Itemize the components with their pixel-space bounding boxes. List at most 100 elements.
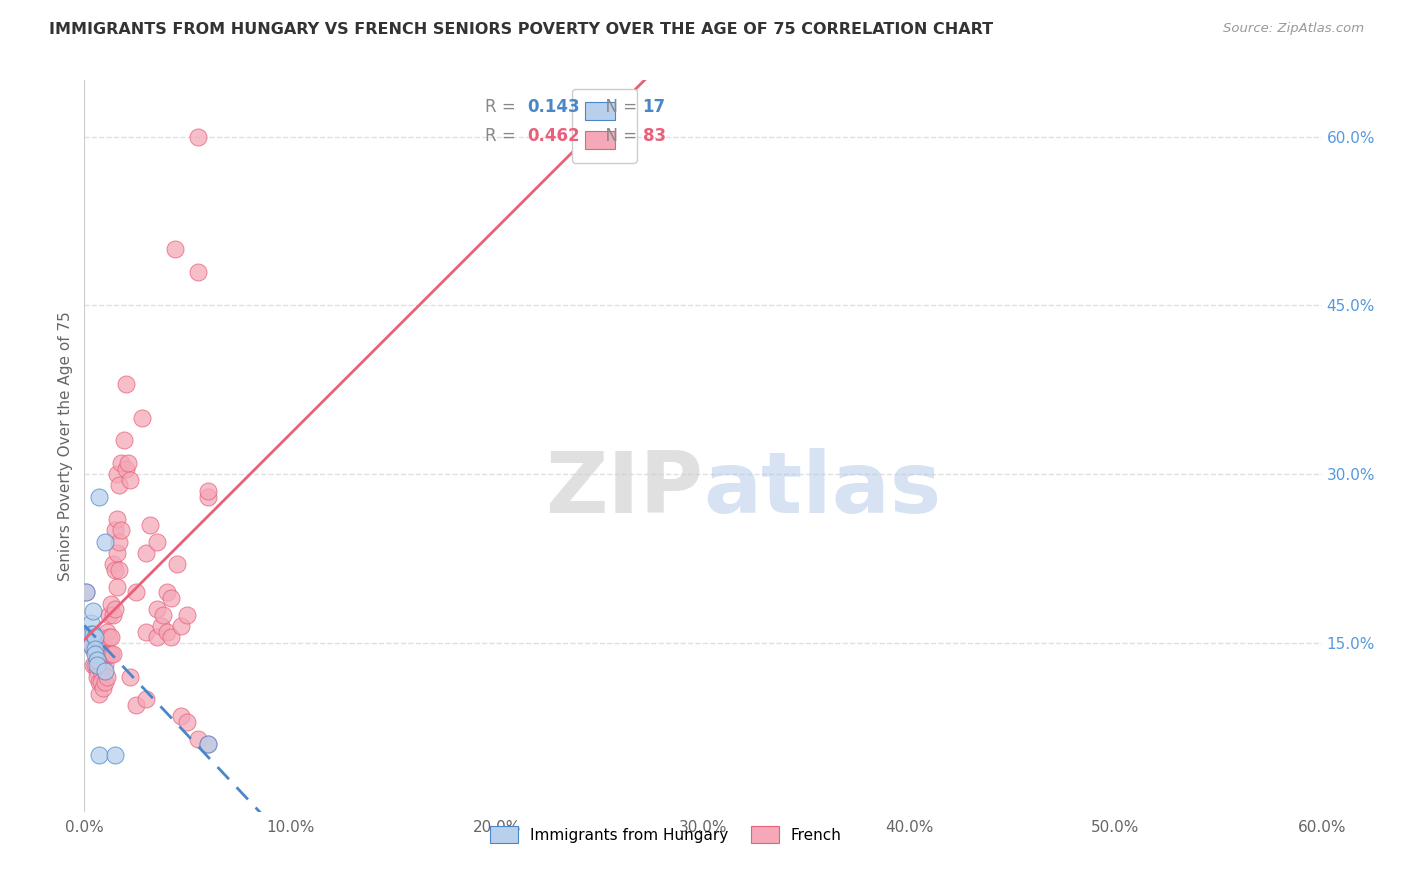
- Point: [83, 641, 105, 656]
- Point: [82, 658, 104, 673]
- Point: [87, 630, 110, 644]
- Text: R =: R =: [485, 98, 522, 116]
- Point: [87, 490, 110, 504]
- Point: [87, 687, 110, 701]
- Point: [135, 624, 157, 639]
- Text: 0.462: 0.462: [527, 127, 579, 145]
- Point: [197, 737, 219, 751]
- Point: [96, 624, 118, 639]
- Point: [103, 557, 125, 571]
- Point: [104, 602, 127, 616]
- Point: [75, 585, 97, 599]
- Text: Source: ZipAtlas.com: Source: ZipAtlas.com: [1223, 22, 1364, 36]
- Point: [87, 748, 110, 763]
- Point: [187, 129, 209, 144]
- Point: [83, 630, 105, 644]
- Point: [197, 490, 219, 504]
- Point: [108, 534, 131, 549]
- Point: [108, 478, 131, 492]
- Point: [86, 653, 108, 667]
- Point: [105, 546, 128, 560]
- Point: [125, 585, 148, 599]
- Point: [114, 377, 136, 392]
- Text: N =: N =: [595, 127, 643, 145]
- Point: [94, 675, 117, 690]
- Point: [98, 630, 121, 644]
- Point: [94, 641, 117, 656]
- Point: [156, 585, 179, 599]
- Legend: Immigrants from Hungary, French: Immigrants from Hungary, French: [478, 814, 853, 855]
- Point: [100, 647, 122, 661]
- Point: [197, 737, 219, 751]
- Text: R =: R =: [485, 127, 522, 145]
- Point: [170, 709, 193, 723]
- Point: [82, 604, 104, 618]
- Text: 17: 17: [643, 98, 665, 116]
- Point: [83, 647, 105, 661]
- Point: [94, 658, 117, 673]
- Text: 83: 83: [643, 127, 665, 145]
- Point: [91, 681, 114, 695]
- Point: [91, 636, 114, 650]
- Point: [112, 434, 135, 448]
- Point: [187, 264, 209, 278]
- Point: [86, 664, 108, 678]
- Point: [98, 607, 121, 622]
- Point: [105, 467, 128, 482]
- Point: [103, 647, 125, 661]
- Point: [96, 647, 118, 661]
- Point: [103, 607, 125, 622]
- Point: [75, 585, 97, 599]
- Point: [176, 607, 198, 622]
- Point: [152, 607, 174, 622]
- Point: [104, 748, 127, 763]
- Text: N =: N =: [595, 98, 643, 116]
- Point: [135, 692, 157, 706]
- Point: [87, 653, 110, 667]
- Point: [105, 580, 128, 594]
- Point: [90, 664, 112, 678]
- Point: [108, 563, 131, 577]
- Point: [125, 698, 148, 712]
- Point: [160, 591, 183, 605]
- Point: [96, 670, 118, 684]
- Point: [87, 675, 110, 690]
- Point: [176, 714, 198, 729]
- Point: [170, 619, 193, 633]
- Point: [83, 630, 105, 644]
- Point: [135, 546, 157, 560]
- Point: [139, 517, 162, 532]
- Point: [118, 473, 141, 487]
- Text: ZIP: ZIP: [546, 449, 703, 532]
- Point: [79, 627, 101, 641]
- Point: [149, 619, 172, 633]
- Text: 0.143: 0.143: [527, 98, 579, 116]
- Y-axis label: Seniors Poverty Over the Age of 75: Seniors Poverty Over the Age of 75: [58, 311, 73, 581]
- Legend: , : ,: [571, 88, 637, 162]
- Point: [91, 653, 114, 667]
- Text: atlas: atlas: [703, 449, 941, 532]
- Point: [118, 670, 141, 684]
- Point: [98, 647, 121, 661]
- Point: [100, 597, 122, 611]
- Point: [131, 410, 153, 425]
- Text: IMMIGRANTS FROM HUNGARY VS FRENCH SENIORS POVERTY OVER THE AGE OF 75 CORRELATION: IMMIGRANTS FROM HUNGARY VS FRENCH SENIOR…: [49, 22, 993, 37]
- Point: [165, 242, 187, 256]
- Point: [104, 524, 127, 538]
- Point: [156, 624, 179, 639]
- Point: [166, 557, 188, 571]
- Point: [82, 627, 104, 641]
- Point: [83, 658, 105, 673]
- Point: [86, 670, 108, 684]
- Point: [104, 563, 127, 577]
- Point: [145, 630, 167, 644]
- Point: [90, 675, 112, 690]
- Point: [77, 630, 100, 644]
- Point: [187, 731, 209, 746]
- Point: [145, 602, 167, 616]
- Point: [83, 641, 105, 656]
- Point: [90, 647, 112, 661]
- Point: [94, 664, 117, 678]
- Point: [79, 615, 101, 630]
- Point: [82, 641, 104, 656]
